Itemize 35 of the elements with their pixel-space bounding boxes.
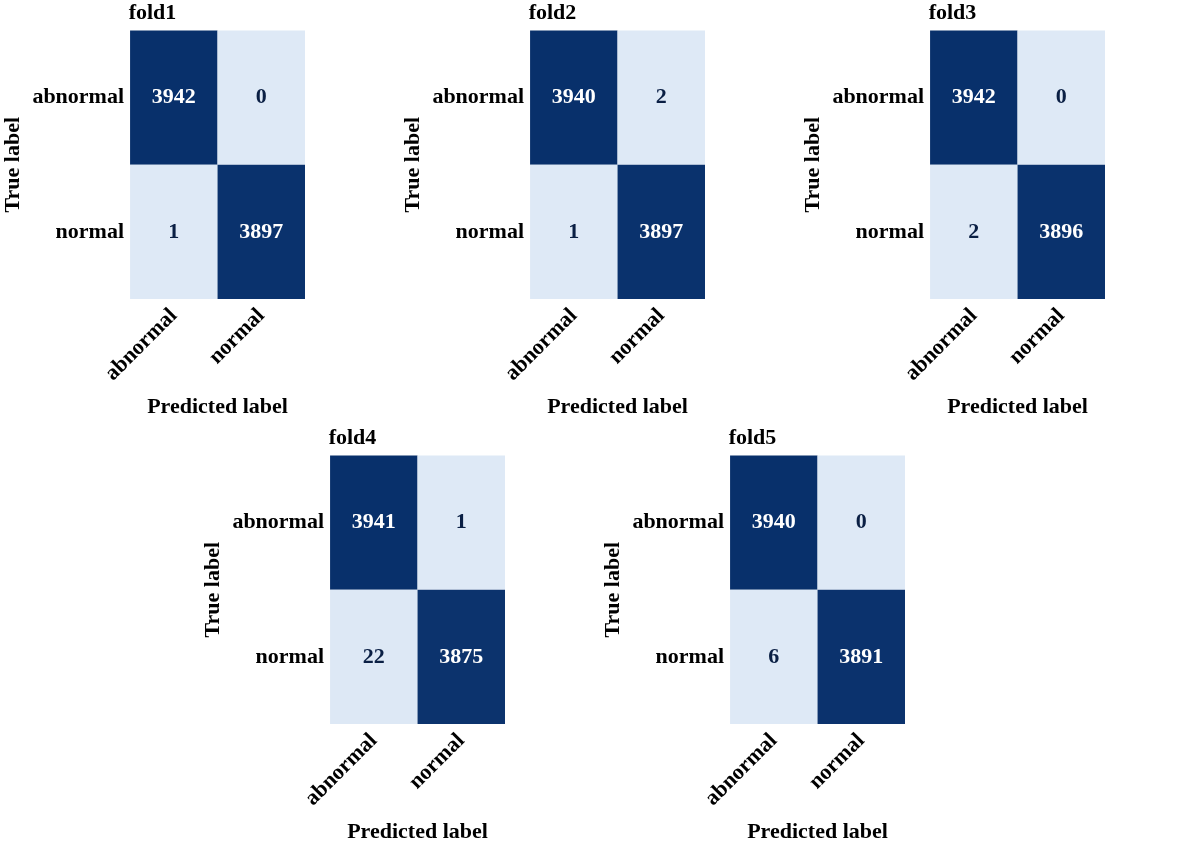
- data-label: 0: [255, 83, 267, 109]
- data-label: 0: [1055, 83, 1067, 109]
- y-axis-title: True label: [0, 116, 24, 213]
- data-label: 1: [168, 217, 180, 243]
- y-axis-title: True label: [398, 116, 424, 213]
- data-label: 1: [455, 508, 467, 534]
- y-axis-title: True label: [598, 541, 624, 638]
- data-label: 1: [568, 217, 580, 243]
- x-axis-title: Predicted label: [347, 818, 488, 844]
- data-label: 22: [362, 642, 385, 668]
- data-label: 3897: [239, 217, 284, 243]
- data-label: 3942: [151, 83, 196, 109]
- chart-title: fold2: [528, 0, 577, 24]
- chart-title: fold4: [328, 423, 377, 449]
- data-label: 0: [855, 508, 867, 534]
- data-label: 6: [768, 642, 780, 668]
- data-label: 3897: [639, 217, 684, 243]
- data-label: 3875: [439, 642, 484, 668]
- chart-title: fold1: [128, 0, 177, 24]
- data-label: 3940: [551, 83, 596, 109]
- x-axis-title: Predicted label: [547, 393, 688, 419]
- data-label: 3942: [951, 83, 996, 109]
- y-axis-title: True label: [198, 541, 224, 638]
- chart-title: fold3: [928, 0, 977, 24]
- data-label: 3941: [351, 508, 396, 534]
- data-label: 2: [968, 217, 980, 243]
- data-label: 3940: [751, 508, 796, 534]
- data-label: 3891: [839, 642, 884, 668]
- data-label: 2: [655, 83, 667, 109]
- x-axis-title: Predicted label: [147, 393, 288, 419]
- x-axis-title: Predicted label: [947, 393, 1088, 419]
- chart-title: fold5: [728, 423, 777, 449]
- data-label: 3896: [1039, 217, 1084, 243]
- x-axis-title: Predicted label: [747, 818, 888, 844]
- y-axis-title: True label: [798, 116, 824, 213]
